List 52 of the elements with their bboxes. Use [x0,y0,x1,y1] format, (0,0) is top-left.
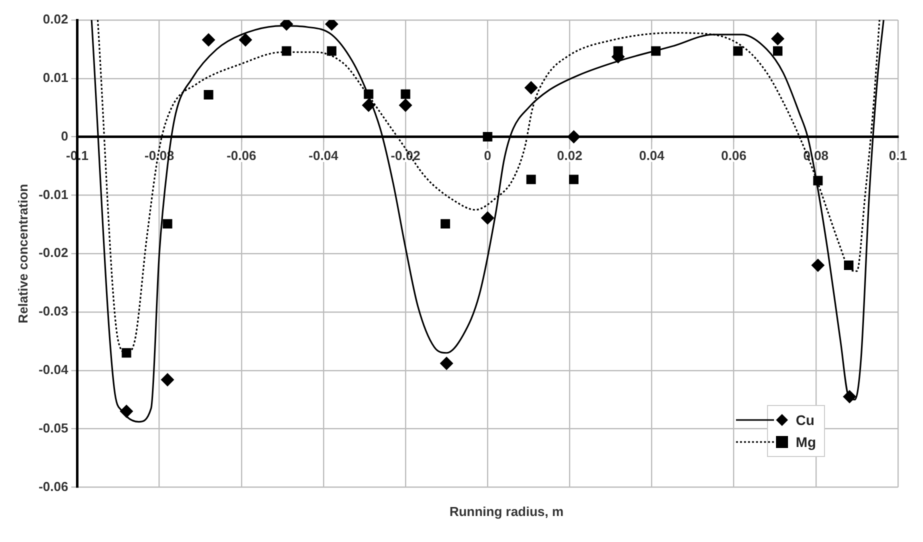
point [161,373,174,386]
y-tick-label: 0 [60,128,68,144]
point [325,20,338,31]
point [813,176,823,186]
legend-label: Mg [796,434,816,450]
x-tick-label: 0.04 [639,148,666,164]
x-axis-title: Running radius, m [448,504,565,519]
y-axis-title: Relative concentration [15,184,30,324]
point [362,98,376,112]
point [400,89,410,99]
y-tick-label: -0.02 [38,245,68,260]
point [399,98,412,112]
point [326,46,336,56]
x-tick-label: 0.06 [721,148,746,164]
point [238,33,252,46]
point [120,404,133,418]
point [280,20,294,31]
y-tick-label: 0.01 [42,70,68,85]
y-tick-label: -0.06 [38,478,68,494]
x-tick-label: -0.06 [226,148,256,164]
point [440,219,450,229]
point [122,348,132,358]
x-tick-label: 0 [484,148,492,164]
x-tick-label: -0.02 [390,148,420,164]
legend-label: Cu [796,412,814,428]
point [811,258,824,272]
point [440,356,454,370]
point [526,174,536,184]
point [524,81,538,94]
y-tick-label: -0.04 [38,362,69,377]
point [162,219,172,229]
y-tick-label: -0.01 [38,186,68,202]
point [481,211,494,224]
point [843,390,856,404]
x-tick-label: -0.04 [308,148,340,164]
point [651,46,661,56]
x-tick-label: 0.02 [557,148,582,164]
point [569,174,579,184]
point [482,132,492,142]
y-tick-label: -0.03 [38,304,68,319]
point [844,260,854,270]
y-tick-label: 0.02 [42,12,68,27]
x-tick-label: 0.1 [888,148,908,164]
point [772,46,782,56]
point [733,46,743,56]
point [282,46,292,56]
point [567,130,580,144]
point [771,32,784,46]
point [204,90,214,100]
point [364,89,374,99]
y-tick-label: -0.05 [38,420,68,436]
point [202,33,216,46]
